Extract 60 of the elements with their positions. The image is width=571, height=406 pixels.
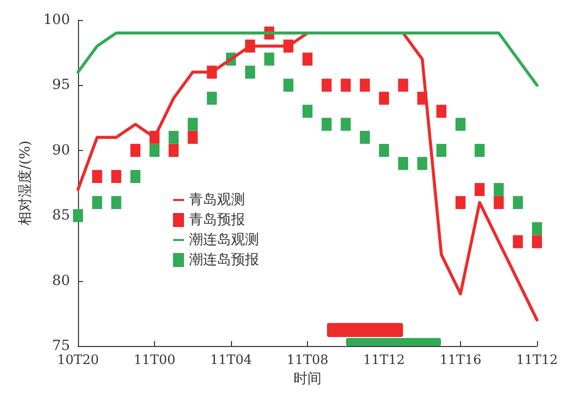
- point: [532, 235, 542, 248]
- point: [302, 104, 312, 118]
- point: [398, 156, 408, 170]
- point: [92, 196, 102, 210]
- point: [264, 52, 274, 66]
- point: [130, 144, 140, 157]
- legend-label: 潮连岛观测: [189, 232, 259, 248]
- y-tick-label: 75: [52, 338, 70, 354]
- point: [494, 196, 504, 210]
- point: [474, 183, 485, 196]
- point: [245, 66, 256, 79]
- x-tick-label: 11T12: [363, 353, 405, 368]
- y-tick-label: 100: [43, 12, 70, 28]
- point: [283, 78, 294, 92]
- point: [340, 118, 351, 131]
- y-tick-label: 95: [52, 77, 70, 94]
- point: [360, 78, 370, 92]
- x-tick-label: 11T16: [440, 353, 482, 368]
- point: [512, 235, 523, 248]
- x-tick-label: 11T12: [516, 353, 558, 368]
- x-tick-label: 11T00: [134, 353, 176, 368]
- x-axis-title: 时间: [294, 371, 322, 387]
- legend-label: 青岛预报: [189, 212, 245, 228]
- point: [379, 92, 389, 105]
- point: [130, 170, 140, 183]
- legend-label: 青岛观测: [189, 192, 245, 208]
- point: [206, 92, 217, 105]
- y-tick-label: 85: [52, 208, 70, 224]
- point: [456, 118, 466, 131]
- point: [417, 156, 428, 170]
- point: [436, 144, 446, 157]
- point: [379, 144, 389, 157]
- y-axis-title: 相对湿度/(%): [17, 140, 34, 226]
- point: [188, 130, 198, 144]
- point: [111, 170, 122, 183]
- point: [340, 78, 351, 92]
- point: [168, 130, 179, 144]
- x-tick-label: 10T20: [57, 353, 99, 368]
- point: [168, 144, 179, 157]
- point: [188, 118, 198, 131]
- point: [111, 196, 122, 210]
- x-tick-label: 11T08: [286, 353, 328, 368]
- point: [322, 118, 332, 131]
- point: [474, 144, 485, 157]
- point: [436, 104, 446, 118]
- y-tick-label: 80: [52, 272, 70, 289]
- point: [73, 209, 83, 222]
- point: [150, 144, 160, 157]
- point: [512, 196, 523, 210]
- point: [302, 52, 312, 66]
- point: [532, 222, 542, 236]
- x-tick-label: 11T04: [210, 353, 252, 368]
- legend-label: 潮连岛预报: [189, 252, 259, 268]
- point: [92, 170, 102, 183]
- point: [494, 183, 504, 196]
- point: [360, 130, 370, 144]
- y-tick-label: 90: [52, 142, 70, 158]
- point: [456, 196, 466, 210]
- point: [398, 78, 408, 92]
- point: [322, 78, 332, 92]
